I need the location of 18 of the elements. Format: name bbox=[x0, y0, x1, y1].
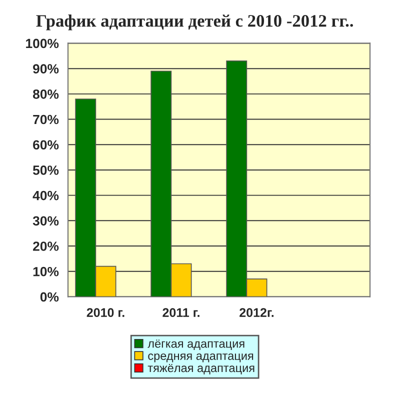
legend-label: тяжёлая адаптация bbox=[148, 364, 254, 374]
y-tick-label: 10% bbox=[33, 266, 59, 276]
y-tick-label: 0% bbox=[40, 292, 59, 302]
y-tick-label: 70% bbox=[33, 114, 59, 124]
y-tick-label: 60% bbox=[33, 140, 59, 150]
y-tick-label: 50% bbox=[32, 166, 59, 175]
y-tick-label: 80% bbox=[32, 89, 59, 99]
y-tick-label: 20% bbox=[33, 242, 59, 251]
y-tick-label: 90% bbox=[33, 64, 59, 74]
y-tick-label: 30% bbox=[32, 216, 59, 226]
legend-label: лёгкая адаптация bbox=[148, 340, 244, 350]
x-tick-label: 2011 г. bbox=[162, 308, 200, 318]
chart-title: График адаптации детей с 2010 -2012 гг.. bbox=[36, 14, 353, 30]
y-tick-label: 100% bbox=[26, 38, 59, 48]
x-tick-label: 2012г. bbox=[240, 308, 274, 318]
x-tick-label: 2010 г. bbox=[86, 308, 124, 318]
y-tick-label: 40% bbox=[32, 190, 59, 200]
legend-label: средняя адаптация bbox=[148, 354, 254, 362]
